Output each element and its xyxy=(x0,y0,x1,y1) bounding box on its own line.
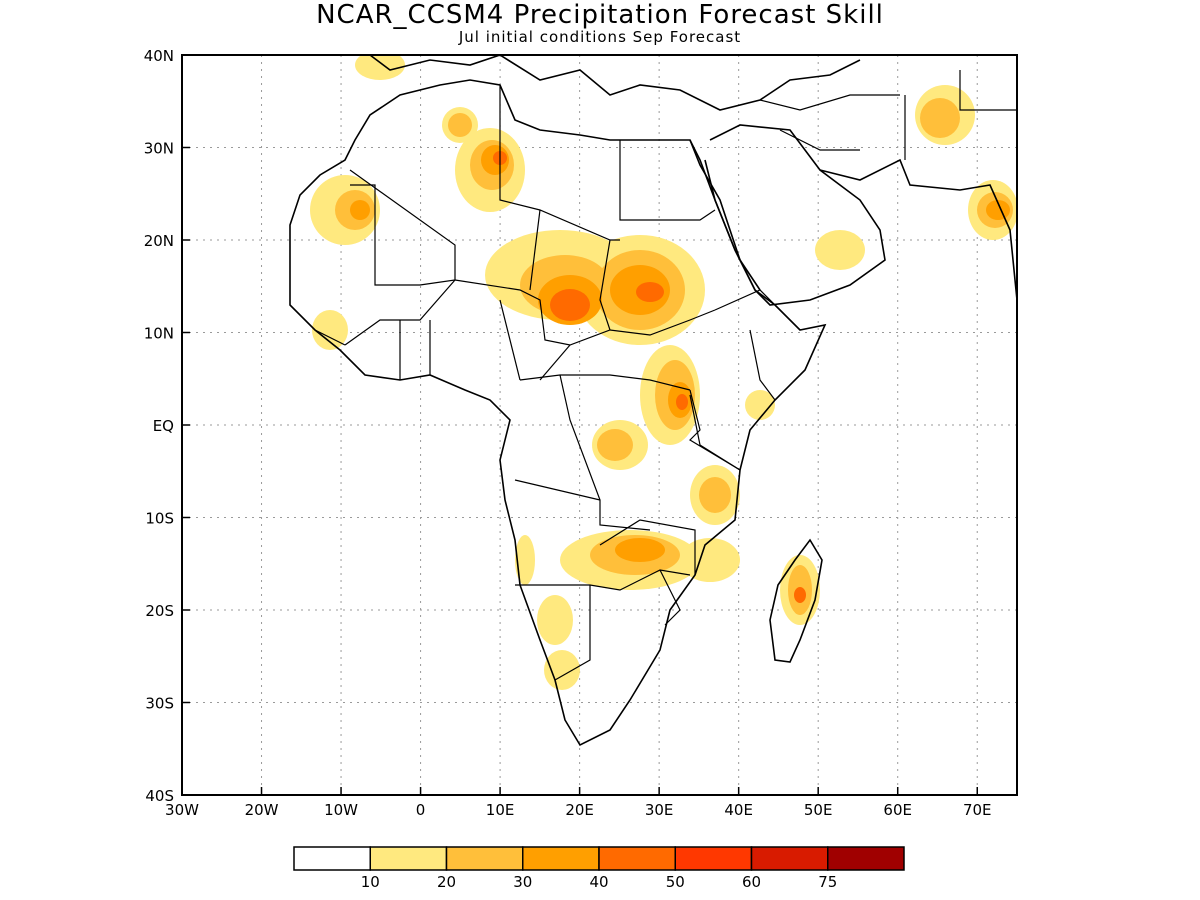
colorbar-label: 10 xyxy=(361,873,380,891)
colorbar-swatch xyxy=(750,846,829,871)
madagascar-coastline xyxy=(769,538,823,663)
lat-tick-label: 30N xyxy=(144,140,174,158)
lat-tick-label: 40S xyxy=(145,787,174,805)
skill-region-arabia xyxy=(815,230,865,270)
skill-region-horn xyxy=(745,390,775,420)
lon-axis: 30W 20W 10W 0 10E 20E 30E 40E 50E 60E 70E xyxy=(165,787,992,819)
colorbar-label: 30 xyxy=(513,873,532,891)
colorbar-label: 40 xyxy=(589,873,608,891)
colorbar-swatch xyxy=(522,846,600,871)
colorbar-swatch xyxy=(293,846,371,871)
skill-region-south-africa xyxy=(544,650,580,690)
lon-tick-label: 20E xyxy=(565,801,594,819)
chart-title: NCAR_CCSM4 Precipitation Forecast Skill xyxy=(316,0,884,30)
asia-coastline xyxy=(819,158,1017,301)
lat-tick-label: 20N xyxy=(144,232,174,250)
lon-tick-label: 10E xyxy=(486,801,515,819)
colorbar-legend: 10 20 30 40 50 60 75 xyxy=(293,846,905,891)
arabia-coastline xyxy=(704,124,886,306)
lat-tick-label: 30S xyxy=(145,695,174,713)
chart-subtitle: Jul initial conditions Sep Forecast xyxy=(458,28,742,46)
skill-shading xyxy=(310,55,1017,690)
lon-tick-label: 50E xyxy=(804,801,833,819)
lon-tick-label: 70E xyxy=(963,801,992,819)
lon-tick-label: 40E xyxy=(724,801,753,819)
grid-lines xyxy=(182,55,1017,795)
africa-coastline xyxy=(289,79,827,747)
colorbar-swatch xyxy=(369,846,448,871)
lon-tick-label: 0 xyxy=(416,801,426,819)
skill-region-west-africa xyxy=(312,310,348,350)
colorbar-label: 75 xyxy=(818,873,837,891)
colorbar-label: 20 xyxy=(437,873,456,891)
lat-axis: 40N 30N 20N 10N EQ 10S 20S 30S 40S xyxy=(144,47,190,805)
lat-tick-label: 20S xyxy=(145,602,174,620)
colorbar-swatch xyxy=(674,846,753,871)
skill-region-mediterranean xyxy=(355,55,405,80)
colorbar-label: 50 xyxy=(666,873,685,891)
lat-tick-label: EQ xyxy=(153,417,174,435)
lon-tick-label: 20W xyxy=(245,801,279,819)
colorbar-swatch xyxy=(827,846,905,871)
lon-tick-label: 30E xyxy=(645,801,674,819)
skill-region-namibia xyxy=(537,595,573,645)
skill-region-angola xyxy=(515,535,535,585)
colorbar-swatch xyxy=(598,846,676,871)
lon-tick-label: 10W xyxy=(324,801,358,819)
colorbar-swatch xyxy=(445,846,524,871)
map-frame xyxy=(181,54,1018,796)
europe-coastline xyxy=(369,55,861,111)
lon-tick-label: 60E xyxy=(883,801,912,819)
lat-tick-label: 10N xyxy=(144,325,174,343)
lat-tick-label: 10S xyxy=(145,510,174,528)
lon-tick-label: 30W xyxy=(165,801,199,819)
colorbar-label: 60 xyxy=(742,873,761,891)
country-borders xyxy=(314,70,1017,681)
lat-tick-label: 40N xyxy=(144,47,174,65)
